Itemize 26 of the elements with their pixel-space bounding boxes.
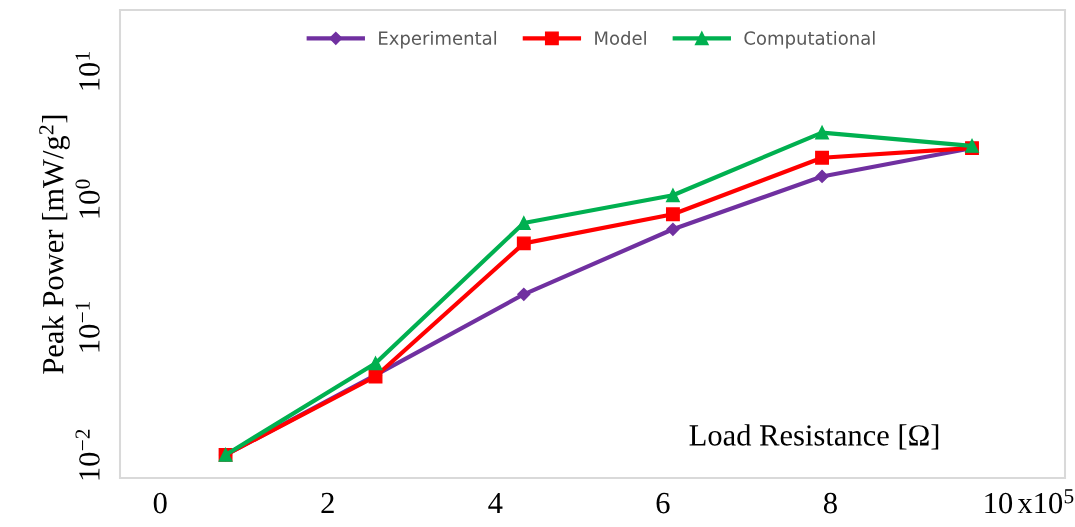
point [665,207,680,222]
point [516,236,531,251]
x-tick-label: 6 [656,492,670,514]
y-tick-label: 10$^{−2}$ [75,429,100,480]
point [516,215,531,230]
y-tick-label: 10$^{−1}$ [75,301,100,352]
point [815,150,829,165]
legend-label: Model [595,30,646,45]
y-tick-label: 10$^{0}$ [75,179,100,218]
legend-label: Experimental [379,30,497,49]
x-tick-label: 2 [321,492,334,514]
point [815,125,829,140]
y-axis-title: Peak Power [mW/g$^{2}$] [39,115,70,374]
point [666,222,680,236]
point [815,169,829,184]
x-tick-label: 8 [823,492,837,514]
point [368,356,383,371]
x-tick-label: 10 [985,492,1013,514]
point [665,188,680,203]
x-tick-label: 0 [153,492,167,514]
x-axis-title: Load Resistance [Ω] [689,424,939,450]
x-tick-label: 4 [488,492,503,514]
text: x10$^{5}$ [1017,489,1074,514]
point [517,287,531,301]
legend-label: Computational [744,30,875,49]
y-tick-label: 10$^{1}$ [75,52,100,90]
